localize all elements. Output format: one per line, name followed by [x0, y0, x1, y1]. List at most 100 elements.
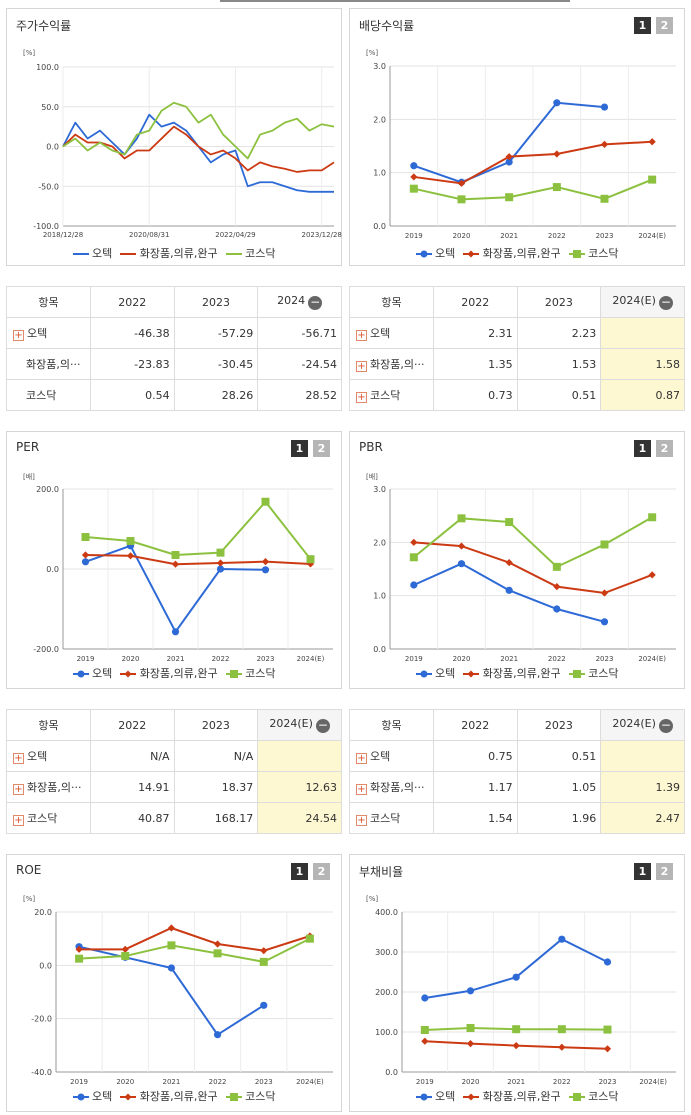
- row-name-cell[interactable]: + 코스닥: [349, 379, 434, 411]
- stock-return-table: 항목 2022 2023 2024− + 오텍 -46.38 -57.29 -56.71 화장품,…: [6, 286, 342, 411]
- value-cell: 2.23: [516, 317, 602, 349]
- row-name-cell[interactable]: + 화장품,의···: [349, 771, 434, 803]
- collapse-column-icon[interactable]: −: [658, 718, 673, 733]
- row-name-cell[interactable]: + 오텍: [349, 740, 434, 772]
- value-cell: 28.52: [257, 379, 342, 411]
- tab-2-button[interactable]: 2: [656, 440, 673, 457]
- collapse-column-icon[interactable]: −: [315, 718, 330, 733]
- collapse-column-icon[interactable]: −: [308, 295, 323, 310]
- legend-label: 화장품,의류,완구: [136, 247, 218, 260]
- data-point: [75, 954, 84, 963]
- tab-1-button[interactable]: 1: [634, 17, 651, 34]
- legend-swatch-icon: [415, 1093, 432, 1101]
- expand-row-icon[interactable]: +: [356, 361, 367, 372]
- chart-legend: 오텍 화장품,의류,완구 코스닥: [7, 1088, 341, 1104]
- legend-item: 코스닥: [225, 245, 276, 261]
- row-name-cell[interactable]: + 화장품,의···: [349, 348, 434, 380]
- value-cell: 1.17: [432, 771, 518, 803]
- value-cell: 18.37: [173, 771, 259, 803]
- per-table: 항목 2022 2023 2024(E) − + 오텍 N/A N/A + 화장품,의··· 14.9…: [6, 709, 342, 834]
- panel-pbr: PBR 1 2 [배] 3.0 2.0 1.0 0.0 2019 2020 2021 2022…: [349, 431, 685, 689]
- row-name-cell: 코스닥: [6, 379, 91, 411]
- x-tick-label: 2021: [163, 1078, 181, 1086]
- collapse-column-icon[interactable]: −: [658, 295, 673, 310]
- tab-2-button[interactable]: 2: [656, 17, 673, 34]
- y-tick-label: -20.0: [31, 1015, 52, 1024]
- data-point: [600, 618, 609, 626]
- value-cell: 1.96: [516, 802, 602, 834]
- debt-ratio-chart: 400.0 300.0 200.0 100.0 0.0 2019 2020 2021 2022 2…: [375, 908, 676, 1086]
- legend-item: 오텍: [415, 1088, 456, 1104]
- tab-2-button[interactable]: 2: [313, 440, 330, 457]
- legend-swatch-icon: [225, 253, 242, 255]
- x-tick-label: 2022: [548, 655, 566, 663]
- tab-1-button[interactable]: 1: [291, 440, 308, 457]
- row-name-cell[interactable]: + 코스닥: [349, 802, 434, 834]
- data-point: [261, 558, 270, 566]
- legend-item: 화장품,의류,완구: [463, 245, 561, 261]
- x-tick-label: 2018/12/28: [43, 231, 83, 239]
- expand-row-icon[interactable]: +: [13, 330, 24, 341]
- tab-2-button[interactable]: 2: [656, 863, 673, 880]
- table-header: 2023: [173, 709, 259, 741]
- data-point: [121, 952, 130, 960]
- value-cell: -57.29: [173, 317, 259, 349]
- row-name-cell[interactable]: + 코스닥: [6, 802, 91, 834]
- value-cell: 0.75: [432, 740, 518, 772]
- table-header: 2023: [516, 709, 602, 741]
- data-point: [126, 537, 135, 545]
- row-name-cell[interactable]: + 화장품,의···: [6, 771, 91, 803]
- x-tick-label: 2023/12/28: [302, 231, 342, 239]
- data-point: [558, 1043, 566, 1051]
- legend-label: 오텍: [431, 1090, 456, 1103]
- data-point: [505, 559, 513, 567]
- data-point: [260, 947, 268, 955]
- data-point: [600, 540, 609, 549]
- tab-1-button[interactable]: 1: [291, 863, 308, 880]
- data-point: [457, 542, 466, 550]
- tab-2-button[interactable]: 2: [313, 863, 330, 880]
- data-point: [457, 179, 466, 187]
- data-point: [167, 964, 176, 972]
- series-line: [413, 516, 653, 569]
- x-tick-label: 2024(E): [297, 655, 325, 663]
- chart-legend: 오텍 화장품,의류,완구 코스닥: [7, 665, 341, 681]
- legend-label: 코스닥: [241, 247, 276, 260]
- value-cell: 28.26: [173, 379, 259, 411]
- legend-item: 화장품,의류,완구: [120, 1088, 218, 1104]
- x-tick-label: 2023: [596, 232, 614, 240]
- legend-item: 화장품,의류,완구: [120, 245, 218, 261]
- expand-row-icon[interactable]: +: [356, 753, 367, 764]
- x-tick-label: 2020: [462, 1078, 480, 1086]
- value-cell: [257, 740, 342, 772]
- tab-1-button[interactable]: 1: [634, 863, 651, 880]
- y-tick-label: 3.0: [373, 62, 386, 71]
- expand-row-icon[interactable]: +: [356, 815, 367, 826]
- value-cell: 0.87: [600, 379, 685, 411]
- expand-row-icon[interactable]: +: [13, 815, 24, 826]
- row-name-cell[interactable]: + 오텍: [6, 317, 91, 349]
- legend-item: 오텍: [415, 245, 455, 261]
- table-row: + 화장품,의··· 14.91 18.37 12.63: [6, 771, 342, 803]
- value-cell: 1.53: [516, 348, 602, 380]
- table-header: 항목: [6, 709, 91, 741]
- value-cell: 12.63: [257, 771, 342, 803]
- expand-row-icon[interactable]: +: [356, 784, 367, 795]
- data-point: [552, 183, 561, 192]
- expand-row-icon[interactable]: +: [13, 784, 24, 795]
- value-cell: 14.91: [89, 771, 175, 803]
- value-cell: 0.73: [432, 379, 518, 411]
- data-point: [553, 99, 561, 107]
- value-cell: -23.83: [89, 348, 175, 380]
- table-row: + 화장품,의··· 1.35 1.53 1.58: [349, 348, 685, 380]
- legend-item: 코스닥: [225, 1088, 275, 1104]
- tab-1-button[interactable]: 1: [634, 440, 651, 457]
- row-name-cell[interactable]: + 오텍: [349, 317, 434, 349]
- chart-legend: 오텍 화장품,의류,완구 코스닥: [350, 245, 684, 261]
- row-name-cell[interactable]: + 오텍: [6, 740, 91, 772]
- expand-row-icon[interactable]: +: [13, 753, 24, 764]
- expand-row-icon[interactable]: +: [356, 392, 367, 403]
- expand-row-icon[interactable]: +: [356, 330, 367, 341]
- panel-debt-ratio: 부채비율 1 2 [%] 400.0 300.0 200.0 100.0 0.0 2019…: [349, 854, 685, 1112]
